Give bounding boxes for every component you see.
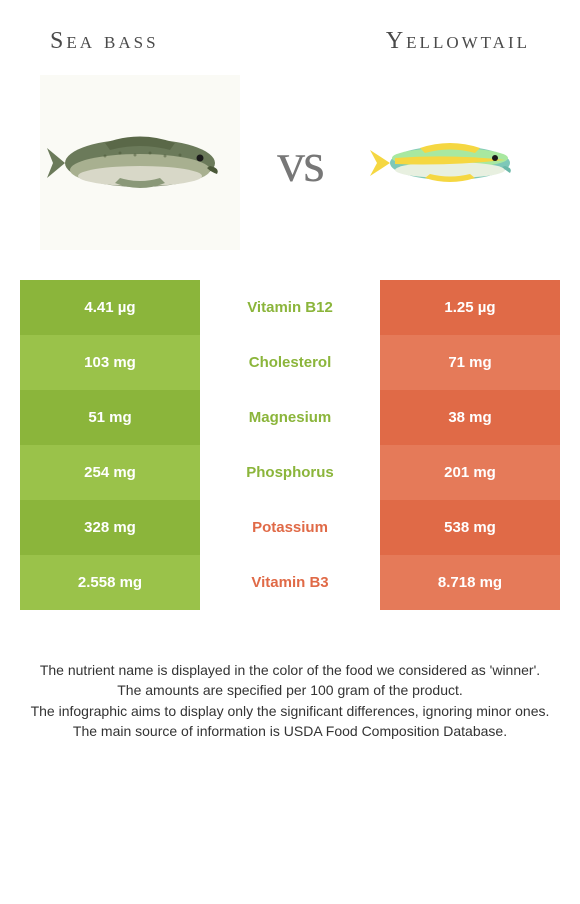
table-row: 103 mgCholesterol71 mg bbox=[20, 335, 560, 390]
left-value: 103 mg bbox=[20, 335, 200, 390]
nutrient-label: Phosphorus bbox=[200, 445, 380, 500]
right-food-title: Yellowtail bbox=[386, 28, 530, 55]
nutrient-label: Vitamin B3 bbox=[200, 555, 380, 610]
table-row: 51 mgMagnesium38 mg bbox=[20, 390, 560, 445]
nutrient-table: 4.41 µgVitamin B121.25 µg103 mgCholester… bbox=[20, 280, 560, 610]
footnote-line: The infographic aims to display only the… bbox=[20, 701, 560, 721]
right-value: 38 mg bbox=[380, 390, 560, 445]
right-value: 71 mg bbox=[380, 335, 560, 390]
footnote-line: The amounts are specified per 100 gram o… bbox=[20, 680, 560, 700]
nutrient-label: Cholesterol bbox=[200, 335, 380, 390]
footnote-line: The main source of information is USDA F… bbox=[20, 721, 560, 741]
footnote-line: The nutrient name is displayed in the co… bbox=[20, 660, 560, 680]
yellowtail-image bbox=[360, 128, 540, 198]
images-row: vs bbox=[0, 55, 580, 280]
table-row: 4.41 µgVitamin B121.25 µg bbox=[20, 280, 560, 335]
table-row: 328 mgPotassium538 mg bbox=[20, 500, 560, 555]
left-value: 4.41 µg bbox=[20, 280, 200, 335]
vs-label: vs bbox=[277, 131, 323, 195]
footnotes: The nutrient name is displayed in the co… bbox=[0, 610, 580, 741]
left-value: 254 mg bbox=[20, 445, 200, 500]
nutrient-label: Potassium bbox=[200, 500, 380, 555]
table-row: 254 mgPhosphorus201 mg bbox=[20, 445, 560, 500]
left-value: 2.558 mg bbox=[20, 555, 200, 610]
right-value: 538 mg bbox=[380, 500, 560, 555]
table-row: 2.558 mgVitamin B38.718 mg bbox=[20, 555, 560, 610]
left-value: 328 mg bbox=[20, 500, 200, 555]
right-value: 8.718 mg bbox=[380, 555, 560, 610]
nutrient-label: Magnesium bbox=[200, 390, 380, 445]
comparison-header: Sea bass Yellowtail bbox=[0, 0, 580, 55]
left-value: 51 mg bbox=[20, 390, 200, 445]
right-value: 1.25 µg bbox=[380, 280, 560, 335]
seabass-image bbox=[40, 75, 240, 250]
nutrient-label: Vitamin B12 bbox=[200, 280, 380, 335]
left-food-title: Sea bass bbox=[50, 28, 159, 55]
right-value: 201 mg bbox=[380, 445, 560, 500]
